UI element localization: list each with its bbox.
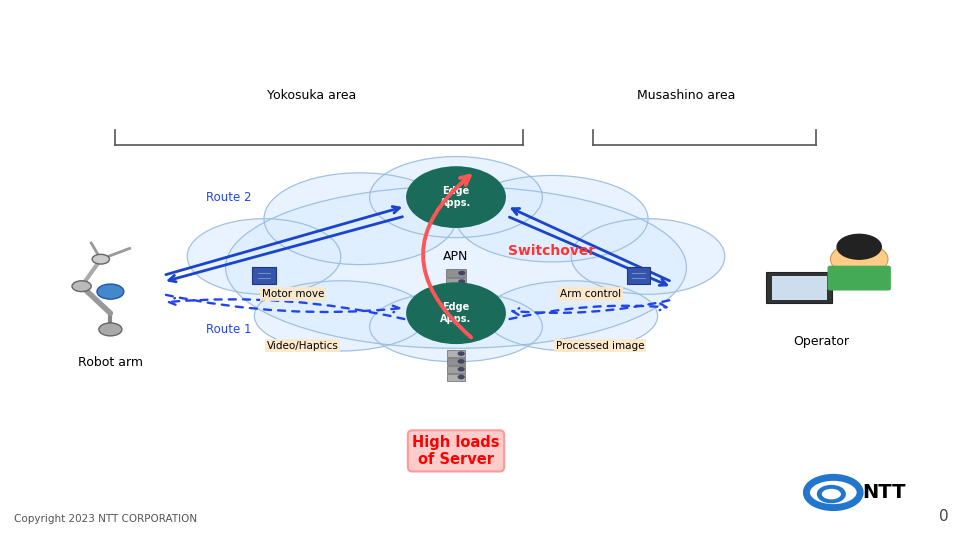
Circle shape	[458, 375, 464, 379]
Circle shape	[72, 281, 91, 292]
Text: High loads
of Server: High loads of Server	[412, 435, 500, 467]
Circle shape	[92, 254, 109, 264]
Circle shape	[459, 288, 465, 292]
Text: Switchover: Switchover	[509, 244, 595, 258]
Circle shape	[458, 368, 464, 371]
Text: Motor move: Motor move	[262, 289, 324, 299]
Circle shape	[99, 323, 122, 336]
Text: Musashino area: Musashino area	[637, 89, 735, 102]
Text: Yokosuka area: Yokosuka area	[268, 89, 356, 102]
Ellipse shape	[187, 219, 341, 294]
Ellipse shape	[370, 157, 542, 238]
Circle shape	[459, 280, 465, 283]
Text: Edge
Apps.: Edge Apps.	[441, 186, 471, 208]
Ellipse shape	[406, 282, 506, 344]
Text: 0: 0	[939, 509, 948, 524]
Text: Processed image: Processed image	[556, 341, 644, 350]
FancyBboxPatch shape	[446, 269, 466, 277]
Text: APN: APN	[444, 250, 468, 263]
FancyBboxPatch shape	[447, 358, 465, 365]
Text: NTT: NTT	[862, 483, 905, 502]
Ellipse shape	[485, 281, 658, 351]
Text: Edge
Apps.: Edge Apps.	[441, 302, 471, 324]
FancyBboxPatch shape	[766, 272, 832, 303]
FancyBboxPatch shape	[447, 374, 465, 381]
Circle shape	[458, 360, 464, 363]
Ellipse shape	[370, 292, 542, 362]
FancyBboxPatch shape	[252, 267, 276, 284]
Text: Robot arm: Robot arm	[78, 356, 143, 369]
FancyBboxPatch shape	[446, 278, 466, 286]
Circle shape	[459, 272, 465, 275]
Text: Arm control: Arm control	[560, 289, 621, 299]
Ellipse shape	[456, 176, 648, 262]
Ellipse shape	[226, 186, 686, 348]
Text: Route 2: Route 2	[206, 191, 252, 204]
Text: Operator: Operator	[793, 335, 849, 348]
Ellipse shape	[254, 281, 427, 351]
FancyBboxPatch shape	[627, 267, 650, 284]
FancyBboxPatch shape	[828, 266, 891, 291]
Ellipse shape	[264, 173, 456, 265]
Text: Video/Haptics: Video/Haptics	[267, 341, 338, 350]
Circle shape	[458, 352, 464, 355]
FancyBboxPatch shape	[447, 366, 465, 373]
Text: Route 1: Route 1	[206, 323, 252, 336]
Text: Copyright 2023 NTT CORPORATION: Copyright 2023 NTT CORPORATION	[14, 514, 198, 524]
Ellipse shape	[571, 219, 725, 294]
Circle shape	[97, 284, 124, 299]
FancyBboxPatch shape	[447, 350, 465, 357]
FancyBboxPatch shape	[446, 286, 466, 294]
Circle shape	[837, 234, 881, 259]
Ellipse shape	[406, 166, 506, 228]
Circle shape	[830, 243, 888, 275]
FancyBboxPatch shape	[772, 276, 827, 300]
Circle shape	[822, 489, 841, 500]
